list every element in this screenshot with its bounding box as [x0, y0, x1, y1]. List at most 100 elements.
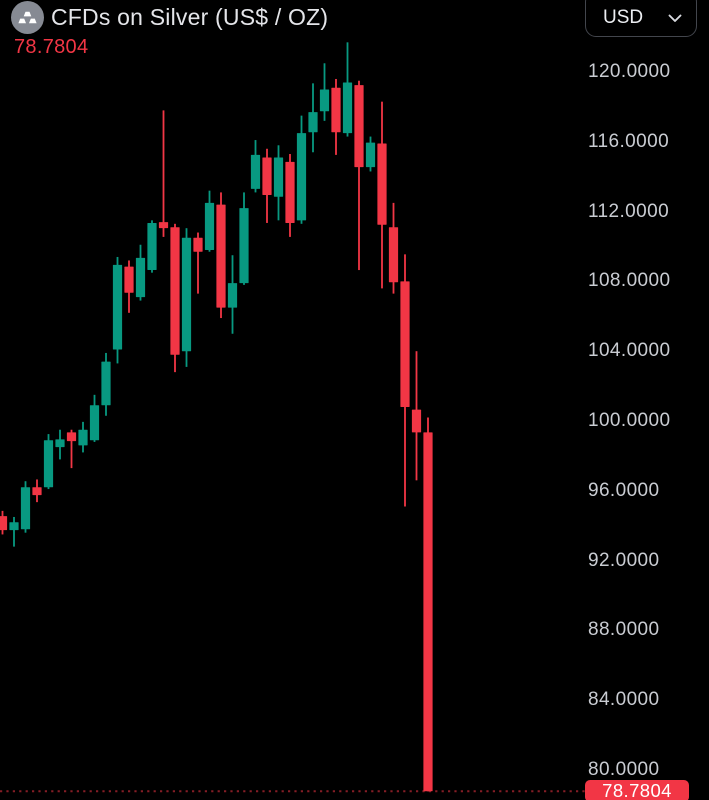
candle: [273, 145, 284, 221]
candle: [285, 154, 295, 237]
candle-body: [273, 157, 284, 197]
candle-body: [319, 89, 330, 112]
candle: [296, 115, 307, 224]
silver-ingots-icon: [11, 1, 44, 34]
instrument-title: CFDs on Silver (US$ / OZ): [51, 4, 329, 30]
price-tick-label: 84.0000: [588, 689, 660, 711]
candle-body: [354, 85, 364, 168]
price-tick-label: 120.0000: [588, 61, 671, 82]
candle: [262, 148, 272, 223]
candle: [308, 83, 318, 153]
current-price-readout: 78.7804: [14, 36, 89, 58]
candle: [377, 101, 387, 289]
candle-wick: [13, 516, 15, 547]
candle-body: [147, 222, 157, 271]
candle-body: [285, 161, 295, 223]
candle-body: [400, 281, 410, 408]
candle-wick: [162, 110, 165, 237]
candle-body: [296, 133, 307, 221]
candle-body: [377, 143, 387, 225]
candle: [20, 481, 31, 533]
price-tick-label: 80.0000: [588, 759, 660, 780]
candle: [112, 256, 123, 364]
candle: [319, 63, 330, 121]
candle-body: [55, 439, 65, 448]
candle-body: [193, 237, 203, 252]
candle: [55, 429, 65, 460]
candle: [170, 223, 180, 373]
candle-body: [342, 82, 353, 134]
candle-body: [250, 154, 261, 189]
candle-body: [89, 405, 100, 441]
candle: [9, 516, 19, 547]
candle-body: [9, 522, 19, 531]
candle-body: [78, 429, 88, 446]
price-tick-label: 108.0000: [588, 270, 671, 292]
price-tick-label: 112.0000: [588, 200, 670, 222]
candle: [89, 394, 100, 442]
candle-body: [227, 283, 238, 308]
price-tick-label: 100.0000: [588, 410, 671, 431]
candle: [66, 429, 77, 469]
candle: [193, 232, 203, 294]
candle-body: [365, 142, 376, 168]
candle-body: [0, 516, 8, 531]
price-tick-label: 104.0000: [588, 340, 671, 362]
instrument-header: CFDs on Silver (US$ / OZ): [11, 1, 328, 34]
candle-body: [262, 157, 272, 196]
candle-body: [170, 227, 180, 355]
candle: [124, 260, 134, 313]
candle-body: [101, 361, 111, 406]
candle-body: [308, 112, 318, 133]
candle: [135, 244, 146, 301]
candle-body: [20, 487, 31, 530]
currency-dropdown-value: USD: [603, 7, 644, 28]
candle: [227, 255, 238, 334]
candle-body: [239, 208, 249, 284]
price-tick-label: 88.0000: [588, 619, 660, 641]
candle-wick: [70, 429, 73, 469]
candle-body: [388, 227, 399, 283]
candle: [354, 80, 364, 271]
candle: [78, 421, 88, 453]
candle: [43, 434, 54, 490]
candle: [239, 192, 249, 285]
price-tick-label: 96.0000: [588, 479, 660, 501]
candle-body: [181, 237, 192, 352]
price-tick-label: 116.0000: [588, 130, 670, 152]
candle-body: [124, 266, 134, 293]
candle-body: [32, 487, 42, 496]
candle: [423, 417, 433, 792]
candle: [365, 136, 376, 172]
candle-wick: [197, 232, 199, 294]
price-scale[interactable]: 120.0000 116.0000 112.0000 108.0000 104.0000…: [585, 0, 709, 800]
candle: [32, 479, 42, 503]
price-tick-label: 92.0000: [588, 549, 660, 571]
candle-body: [411, 409, 422, 433]
candle: [101, 352, 111, 416]
candle-body: [204, 202, 215, 250]
candle-body: [216, 204, 226, 308]
currency-dropdown[interactable]: USD: [585, 0, 697, 37]
candle: [158, 110, 169, 237]
candle-body: [158, 222, 169, 229]
candle-body: [423, 432, 433, 792]
candle-body: [135, 257, 146, 298]
candle-wick: [358, 80, 360, 271]
candle-body: [43, 440, 54, 488]
candle: [411, 351, 422, 481]
candle-body: [112, 264, 123, 350]
candle: [0, 510, 8, 535]
candle: [147, 220, 157, 273]
candle: [216, 192, 226, 319]
chevron-down-icon: [668, 14, 682, 22]
candle: [181, 228, 192, 367]
candle: [342, 42, 353, 137]
candle: [250, 140, 261, 193]
candle: [388, 202, 399, 294]
candle-body: [66, 432, 77, 442]
candle: [331, 78, 341, 155]
candle: [400, 254, 410, 507]
